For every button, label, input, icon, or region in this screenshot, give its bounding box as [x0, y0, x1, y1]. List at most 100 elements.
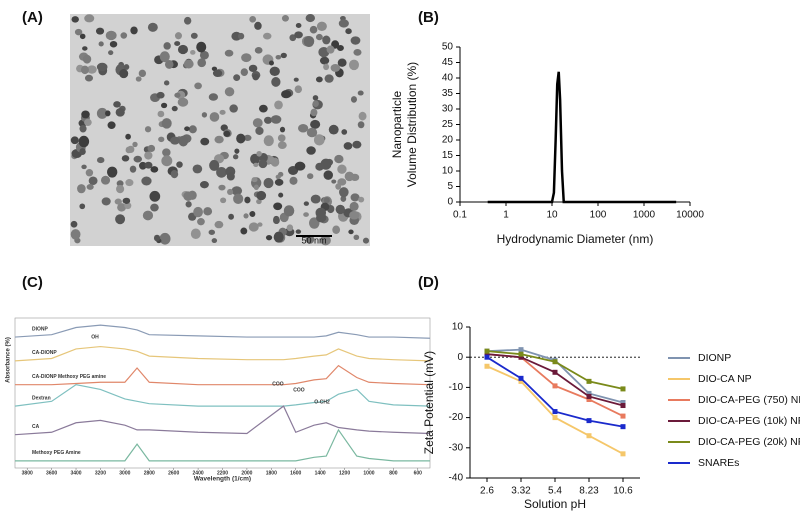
series-label: CA-DIONP: [32, 350, 57, 356]
point-marker: [586, 378, 592, 384]
particle: [144, 151, 153, 160]
particle: [303, 201, 309, 206]
particle: [323, 197, 330, 204]
particle: [275, 54, 282, 60]
particle: [326, 45, 335, 54]
particle: [257, 222, 263, 227]
point-marker: [484, 363, 490, 369]
particle: [79, 33, 86, 40]
scale-bar-label: 50 nm: [301, 235, 326, 245]
particle: [249, 211, 256, 218]
particle: [330, 64, 341, 72]
panel-label: (A): [22, 9, 43, 26]
particle: [233, 193, 244, 205]
point-marker: [620, 386, 626, 392]
y-tick-label: 45: [442, 57, 454, 68]
particle: [133, 155, 142, 163]
particle: [161, 155, 173, 167]
particle: [309, 25, 318, 34]
x-tick-label: 2000: [241, 470, 252, 476]
x-axis-label: Wavelength (1/cm): [194, 476, 251, 483]
point-marker: [518, 378, 524, 384]
particle: [293, 77, 299, 82]
particle: [209, 159, 220, 171]
annotation: COO: [293, 387, 305, 393]
particle: [310, 119, 321, 129]
particle: [129, 165, 137, 173]
particle: [306, 146, 316, 155]
point-marker: [484, 354, 490, 360]
particle: [353, 234, 360, 241]
particle: [115, 108, 125, 117]
particle: [345, 28, 352, 35]
particle: [349, 201, 359, 211]
particle: [338, 19, 349, 28]
spectrum-line: [14, 324, 431, 339]
annotation: COO: [272, 381, 284, 387]
point-marker: [620, 413, 626, 419]
y-tick-label: 40: [442, 73, 454, 84]
point-marker: [518, 354, 524, 360]
particle: [70, 229, 81, 240]
particle: [233, 74, 241, 82]
particle: [248, 222, 259, 232]
particle: [156, 91, 165, 99]
legend-label: DIONP: [698, 352, 731, 364]
point-marker: [552, 415, 558, 421]
y-tick-label: 10: [442, 166, 454, 177]
particle: [86, 65, 97, 74]
particle: [200, 137, 210, 146]
particle: [78, 135, 90, 148]
particle: [190, 32, 198, 39]
x-tick-label: 10.6: [613, 486, 633, 497]
legend-label: SNAREs: [698, 457, 739, 469]
particle: [273, 231, 284, 243]
x-tick-label: 10: [546, 210, 558, 221]
particle: [350, 36, 361, 45]
y-tick-label: 0: [457, 352, 463, 363]
y-tick-label: -10: [449, 382, 464, 393]
x-tick-label: 10000: [676, 210, 704, 221]
spectrum-line: [15, 428, 430, 462]
particle: [79, 125, 87, 133]
particle: [335, 204, 346, 215]
x-tick-label: 3200: [95, 470, 106, 476]
x-tick-label: 1600: [290, 470, 301, 476]
particle: [84, 14, 95, 23]
particle: [362, 237, 370, 244]
particle: [85, 169, 94, 177]
particle: [254, 47, 263, 54]
particle: [107, 121, 116, 130]
particle: [274, 178, 284, 186]
particle: [240, 68, 249, 76]
particle: [358, 111, 367, 121]
particle: [352, 140, 362, 149]
particle: [334, 154, 344, 164]
particle: [150, 166, 159, 173]
particle: [258, 104, 268, 113]
particle: [253, 184, 259, 191]
particle: [176, 161, 183, 168]
particle: [208, 93, 219, 101]
particle: [174, 41, 181, 46]
particle: [303, 212, 309, 217]
particle: [318, 46, 330, 58]
particle: [124, 202, 132, 210]
particle: [130, 26, 138, 35]
particle: [343, 142, 353, 150]
particle: [315, 33, 323, 41]
particle: [227, 188, 234, 196]
particle: [86, 183, 94, 190]
particle: [158, 136, 165, 143]
particle: [310, 108, 318, 117]
particle: [82, 54, 92, 64]
particle: [194, 82, 202, 90]
y-tick-label: 15: [442, 150, 454, 161]
particle: [71, 16, 79, 23]
legend-label: DIO-CA-PEG (750) NP: [698, 394, 800, 406]
particle: [331, 179, 337, 184]
panel-label: (D): [418, 274, 439, 291]
x-tick-label: 2800: [144, 470, 155, 476]
y-tick-label: 5: [447, 181, 453, 192]
particle: [203, 207, 213, 216]
